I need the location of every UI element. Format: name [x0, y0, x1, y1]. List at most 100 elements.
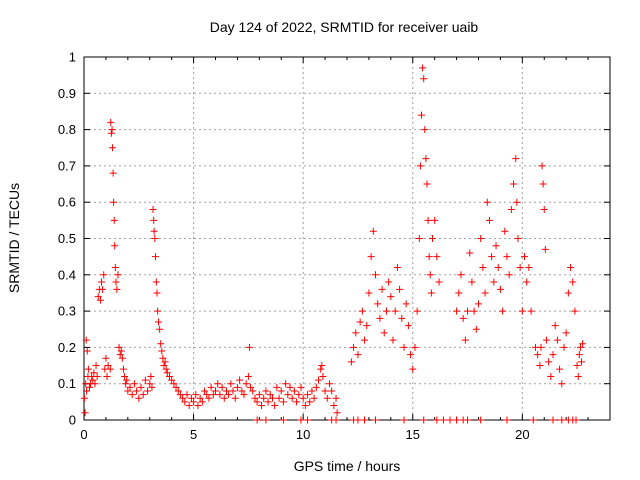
data-point	[99, 285, 107, 293]
data-point	[523, 278, 531, 286]
data-point	[310, 394, 318, 402]
data-point	[562, 329, 570, 337]
data-point	[468, 278, 476, 286]
data-point	[425, 253, 433, 261]
data-point	[85, 383, 93, 391]
data-point	[111, 242, 119, 250]
data-point	[91, 380, 99, 388]
data-point	[333, 409, 341, 417]
data-point	[464, 307, 472, 315]
y-tick-label: 0.5	[58, 231, 76, 246]
data-point	[279, 398, 287, 406]
data-point	[117, 347, 125, 355]
data-point	[160, 362, 168, 370]
data-point	[419, 64, 427, 72]
x-tick-label: 10	[296, 427, 310, 442]
data-point	[328, 387, 336, 395]
grid-lines	[84, 57, 610, 420]
y-tick-label: 0.2	[58, 340, 76, 355]
data-point	[385, 278, 393, 286]
data-point	[541, 245, 549, 253]
data-point	[453, 307, 461, 315]
data-point	[94, 293, 102, 301]
data-point	[301, 401, 309, 409]
data-point	[512, 155, 520, 163]
data-point	[126, 383, 134, 391]
data-point	[400, 343, 408, 351]
baseline-point	[558, 416, 566, 424]
data-point	[139, 391, 147, 399]
data-point	[268, 394, 276, 402]
y-tick-label: 0.4	[58, 267, 76, 282]
data-point	[547, 372, 555, 380]
data-point	[461, 336, 469, 344]
data-point	[358, 307, 366, 315]
data-point	[264, 398, 272, 406]
data-point	[361, 336, 369, 344]
data-point	[216, 391, 224, 399]
data-point	[290, 387, 298, 395]
baseline-point	[529, 416, 537, 424]
data-point	[470, 307, 478, 315]
data-point	[187, 394, 195, 402]
data-point	[325, 380, 333, 388]
data-point	[83, 347, 91, 355]
data-point	[242, 380, 250, 388]
data-point	[218, 383, 226, 391]
data-point	[106, 365, 114, 373]
data-point	[428, 235, 436, 242]
data-point	[365, 289, 373, 297]
data-point	[514, 235, 522, 242]
data-point	[367, 253, 375, 261]
data-point	[455, 289, 463, 297]
data-point	[207, 383, 215, 391]
data-point	[569, 278, 577, 286]
x-tick-label: 5	[190, 427, 197, 442]
data-point	[396, 285, 404, 293]
x-tick-label: 15	[406, 427, 420, 442]
data-point	[238, 387, 246, 395]
data-point	[416, 162, 424, 170]
data-point	[153, 289, 161, 297]
data-point	[319, 372, 327, 380]
data-point	[558, 380, 566, 388]
data-point	[404, 322, 412, 330]
y-tick-label: 0.6	[58, 195, 76, 210]
data-point	[277, 387, 285, 395]
data-point	[492, 242, 500, 250]
data-point	[347, 358, 355, 366]
data-point	[251, 394, 259, 402]
data-point	[183, 391, 191, 399]
data-point	[534, 351, 542, 359]
data-point	[130, 380, 138, 388]
data-point	[124, 387, 132, 395]
data-point	[371, 271, 379, 279]
data-point	[575, 351, 583, 359]
data-point	[162, 365, 170, 373]
baseline-point	[453, 416, 461, 424]
data-point	[479, 264, 487, 272]
baseline-point	[297, 416, 305, 424]
data-point	[457, 271, 465, 279]
data-point	[212, 387, 219, 395]
data-point	[472, 325, 480, 333]
data-point	[411, 343, 419, 351]
data-point	[376, 314, 384, 322]
data-point	[312, 383, 320, 391]
data-point	[413, 307, 421, 315]
data-point	[247, 383, 255, 391]
data-point	[503, 253, 511, 261]
baseline-point	[464, 416, 472, 424]
data-point	[144, 387, 152, 395]
data-point	[185, 401, 193, 409]
data-point	[84, 365, 92, 373]
data-point	[151, 235, 159, 242]
data-point	[507, 205, 515, 213]
data-point	[431, 216, 439, 224]
baseline-point	[549, 416, 557, 424]
data-point	[576, 343, 584, 351]
data-point	[496, 285, 504, 293]
data-point	[196, 394, 204, 402]
data-point	[488, 253, 496, 261]
data-point	[545, 358, 553, 366]
